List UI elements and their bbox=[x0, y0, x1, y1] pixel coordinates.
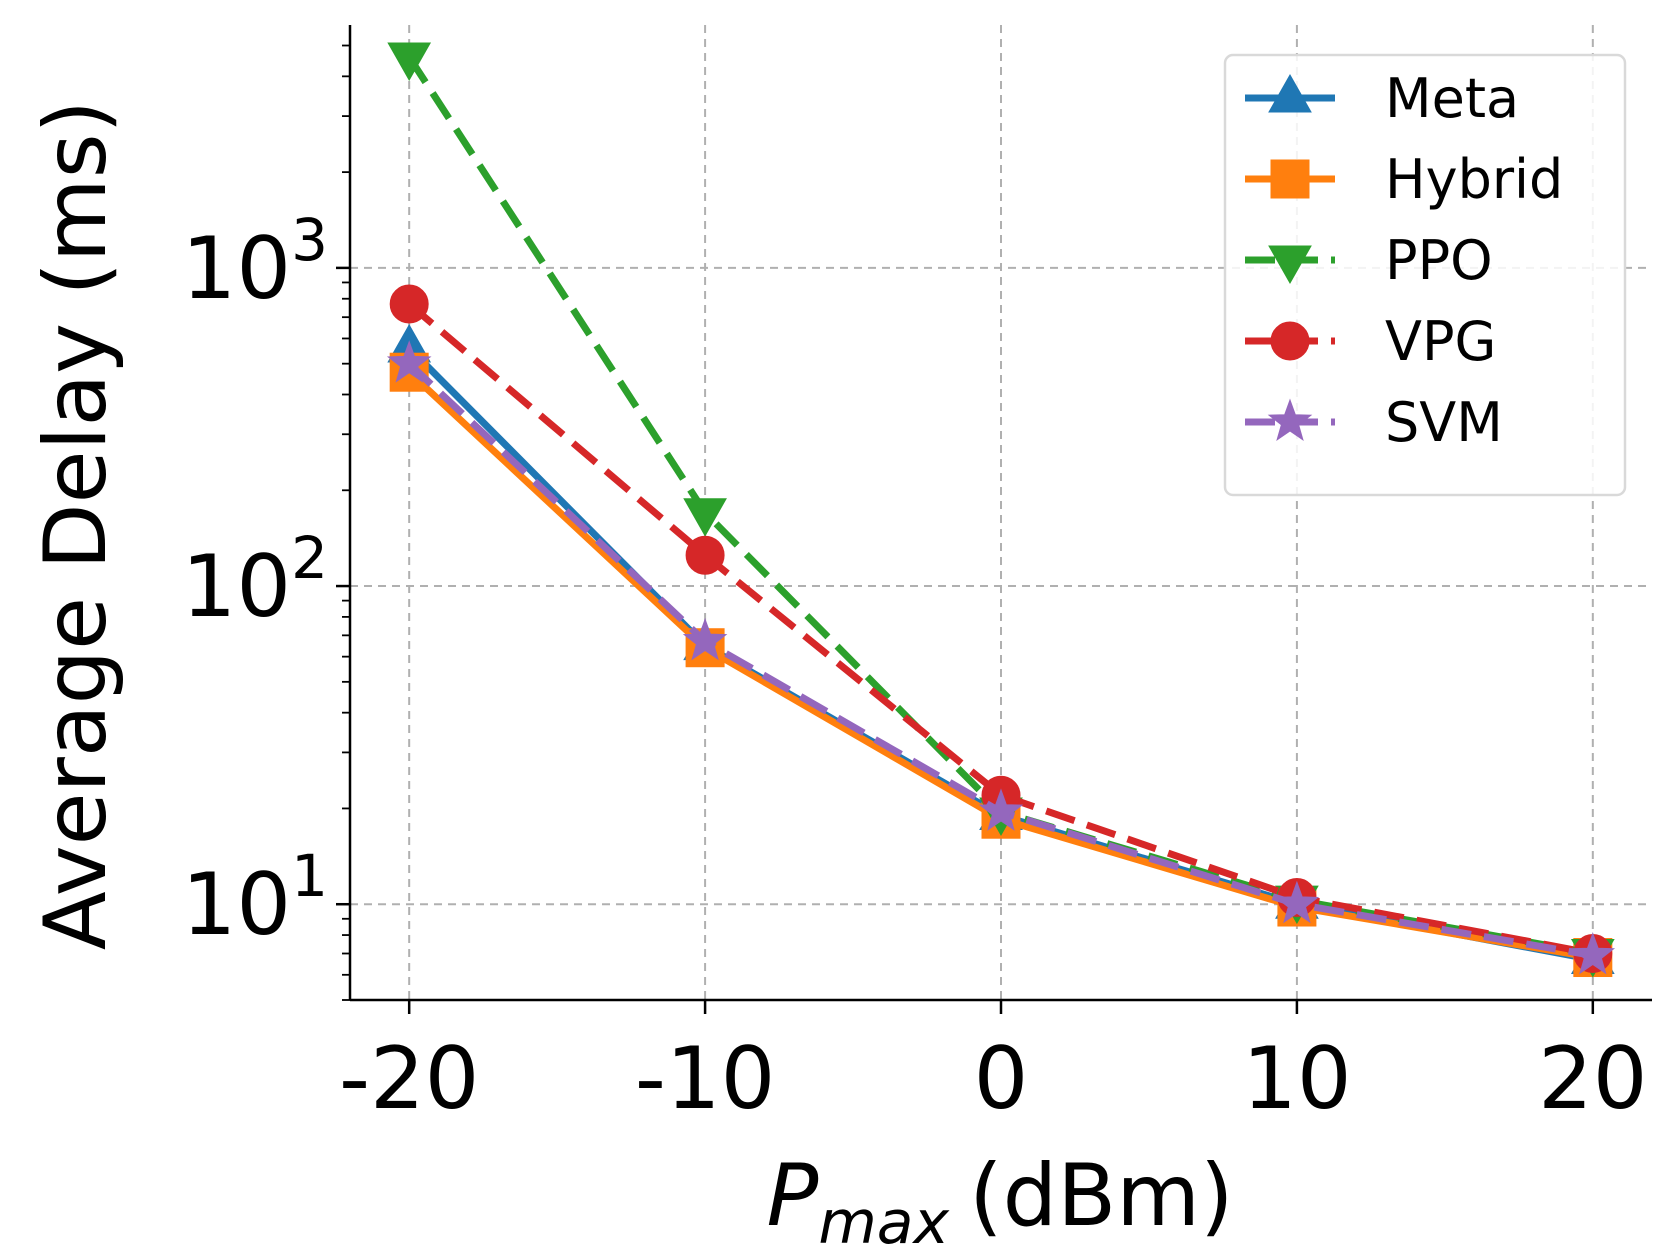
legend-marker-ppo bbox=[1268, 245, 1312, 285]
series-svm bbox=[386, 340, 1616, 975]
legend-item-meta: Meta bbox=[1245, 67, 1519, 130]
y-tick-label: 103 bbox=[182, 206, 328, 319]
legend-label-vpg: VPG bbox=[1385, 310, 1496, 373]
x-tick-label: 20 bbox=[1538, 1029, 1647, 1129]
data-point-ppo bbox=[387, 42, 432, 82]
series-line-vpg bbox=[406, 301, 1594, 957]
x-tick-label: -10 bbox=[635, 1029, 775, 1129]
legend-label-hybrid: Hybrid bbox=[1385, 148, 1563, 211]
data-point-ppo bbox=[683, 498, 727, 537]
data-point-svm bbox=[1274, 880, 1320, 924]
legend-label-ppo: PPO bbox=[1385, 229, 1493, 292]
legend-item-ppo: PPO bbox=[1245, 229, 1493, 292]
legend-label-meta: Meta bbox=[1385, 67, 1519, 130]
x-ticks: -20 -10 0 10 20 bbox=[339, 1000, 1648, 1129]
y-axis-title: Average Delay (ms) bbox=[26, 100, 126, 950]
y-tick-label: 101 bbox=[182, 842, 328, 955]
legend: Meta Hybrid PPO VPG SVM bbox=[1223, 53, 1627, 497]
legend-frame bbox=[1223, 53, 1627, 497]
legend-marker-svm bbox=[1267, 398, 1313, 441]
legend-marker-hybrid bbox=[1270, 159, 1310, 199]
data-point-vpg bbox=[389, 284, 429, 324]
data-point-svm bbox=[386, 340, 432, 383]
legend-item-svm: SVM bbox=[1245, 391, 1503, 454]
series-layer bbox=[386, 42, 1616, 978]
x-axis-title-var: P bbox=[766, 1146, 818, 1245]
data-point-svm bbox=[682, 617, 728, 661]
data-point-svm bbox=[1570, 932, 1616, 975]
data-point-vpg bbox=[685, 535, 725, 575]
data-point-svm bbox=[978, 788, 1024, 831]
y-tick-label: 102 bbox=[182, 524, 328, 637]
x-axis-title: Pmax (dBm) bbox=[766, 1146, 1233, 1245]
x-axis-title-unit: (dBm) bbox=[969, 1146, 1233, 1245]
x-tick-label: 10 bbox=[1242, 1029, 1351, 1129]
legend-marker-vpg bbox=[1270, 321, 1310, 361]
y-ticks: 101 102 103 bbox=[182, 44, 350, 1001]
legend-marker-meta bbox=[1268, 73, 1312, 113]
legend-label-svm: SVM bbox=[1385, 391, 1503, 454]
x-tick-label: 0 bbox=[974, 1029, 1029, 1129]
x-axis-title-sub: max bbox=[818, 1188, 949, 1245]
x-tick-label: -20 bbox=[339, 1029, 479, 1129]
legend-item-vpg: VPG bbox=[1245, 310, 1496, 373]
legend-item-hybrid: Hybrid bbox=[1245, 148, 1563, 211]
